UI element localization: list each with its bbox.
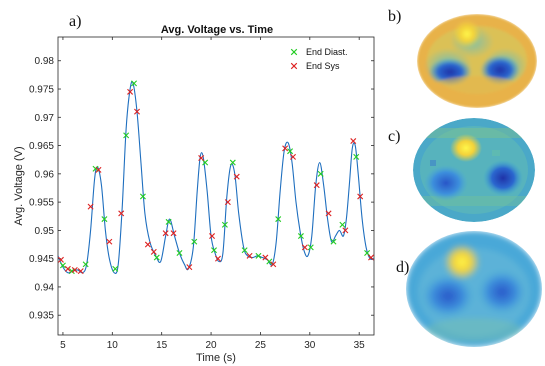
legend: End Diast. End Sys <box>290 47 348 71</box>
end-sys-point <box>214 255 221 262</box>
y-tick-label: 0.97 <box>35 113 55 124</box>
end-sys-point <box>162 230 169 237</box>
end-sys-point <box>77 268 84 275</box>
end-diast-point <box>330 238 337 245</box>
x-axis-ticks: 5 10 15 20 25 30 35 <box>60 37 365 351</box>
end-diast-markers <box>59 80 371 275</box>
legend-sys-x <box>290 62 298 70</box>
end-sys-point <box>71 266 78 273</box>
end-diast-point <box>287 148 294 155</box>
legend-diast-x <box>290 48 298 56</box>
end-diast-point <box>112 265 119 272</box>
eit-image-d: d) <box>396 231 542 347</box>
x-tick-label: 20 <box>206 340 218 351</box>
x-axis-label: Time (s) <box>196 352 236 364</box>
voltage-series-line <box>58 80 374 274</box>
end-sys-point <box>342 227 349 234</box>
end-diast-point <box>255 252 262 259</box>
end-diast-point <box>153 254 160 261</box>
end-diast-point <box>176 250 183 256</box>
end-diast-point <box>82 261 89 268</box>
end-diast-point <box>353 153 360 160</box>
end-diast-point <box>165 218 172 225</box>
end-sys-point <box>64 265 71 272</box>
end-sys-point <box>313 182 320 189</box>
end-sys-point <box>246 252 253 259</box>
end-diast-point <box>229 159 236 166</box>
panel-label-d: d) <box>396 259 409 276</box>
end-diast-point <box>123 132 130 139</box>
end-sys-point <box>58 256 64 263</box>
end-diast-point <box>59 262 66 269</box>
y-tick-label: 0.95 <box>35 226 55 237</box>
end-sys-point <box>357 193 364 200</box>
end-diast-point <box>317 170 324 177</box>
panel-label-b: b) <box>388 8 401 25</box>
eit-image-b: b) <box>388 8 537 108</box>
end-sys-point <box>209 233 216 240</box>
plot-area <box>57 36 375 336</box>
end-diast-point <box>307 244 314 251</box>
y-tick-label: 0.96 <box>35 169 55 180</box>
end-sys-point <box>301 244 308 251</box>
end-sys-point <box>270 261 277 268</box>
y-tick-label: 0.935 <box>29 311 54 322</box>
end-sys-point <box>350 138 357 145</box>
end-diast-point <box>241 247 248 254</box>
y-tick-label: 0.955 <box>29 198 54 209</box>
end-sys-point <box>170 230 177 237</box>
end-sys-point <box>127 88 134 95</box>
end-diast-point <box>339 221 346 228</box>
end-diast-point <box>275 216 282 223</box>
end-sys-point <box>186 264 193 271</box>
legend-end-sys-marker <box>290 62 298 70</box>
end-diast-point <box>101 216 108 223</box>
y-tick-label: 0.98 <box>35 56 55 67</box>
end-sys-point <box>144 241 151 248</box>
end-sys-point <box>95 166 102 173</box>
end-sys-point <box>233 173 240 180</box>
panel-label-c: c) <box>388 128 400 145</box>
y-tick-label: 0.945 <box>29 254 54 265</box>
end-diast-point <box>297 233 304 240</box>
eit-image-c: c) <box>388 118 535 222</box>
end-sys-point <box>262 254 269 261</box>
end-diast-point <box>191 238 198 245</box>
legend-end-diast-label: End Diast. <box>306 47 348 57</box>
legend-end-sys-label: End Sys <box>306 61 340 71</box>
end-diast-point <box>131 80 138 87</box>
x-tick-label: 25 <box>255 340 267 351</box>
end-diast-point <box>221 221 228 228</box>
y-tick-label: 0.94 <box>35 282 55 293</box>
end-sys-point <box>150 248 157 255</box>
x-tick-label: 10 <box>107 340 119 351</box>
end-sys-point <box>198 155 205 161</box>
end-diast-point <box>211 247 218 254</box>
y-axis-label: Avg. Voltage (V) <box>13 146 25 225</box>
end-sys-point <box>290 153 297 160</box>
end-sys-point <box>224 199 231 206</box>
x-tick-label: 35 <box>354 340 366 351</box>
panel-label-a: a) <box>69 13 81 30</box>
x-tick-label: 30 <box>304 340 316 351</box>
end-sys-point <box>368 254 374 261</box>
legend-end-diast-marker <box>290 48 298 56</box>
chart-panel-a: a) Avg. Voltage vs. Time 5 10 15 20 25 30 35 0… <box>13 13 375 364</box>
x-tick-label: 15 <box>156 340 168 351</box>
end-sys-point <box>282 145 289 152</box>
y-tick-label: 0.965 <box>29 141 54 152</box>
chart-title: Avg. Voltage vs. Time <box>161 24 273 36</box>
end-sys-point <box>118 210 125 217</box>
x-tick-label: 5 <box>60 340 66 351</box>
end-sys-point <box>87 203 94 210</box>
end-sys-point <box>106 238 113 245</box>
end-sys-point <box>134 108 140 115</box>
y-tick-label: 0.975 <box>29 85 54 96</box>
end-sys-markers <box>58 88 374 275</box>
end-sys-point <box>325 210 332 217</box>
end-diast-point <box>139 193 146 200</box>
